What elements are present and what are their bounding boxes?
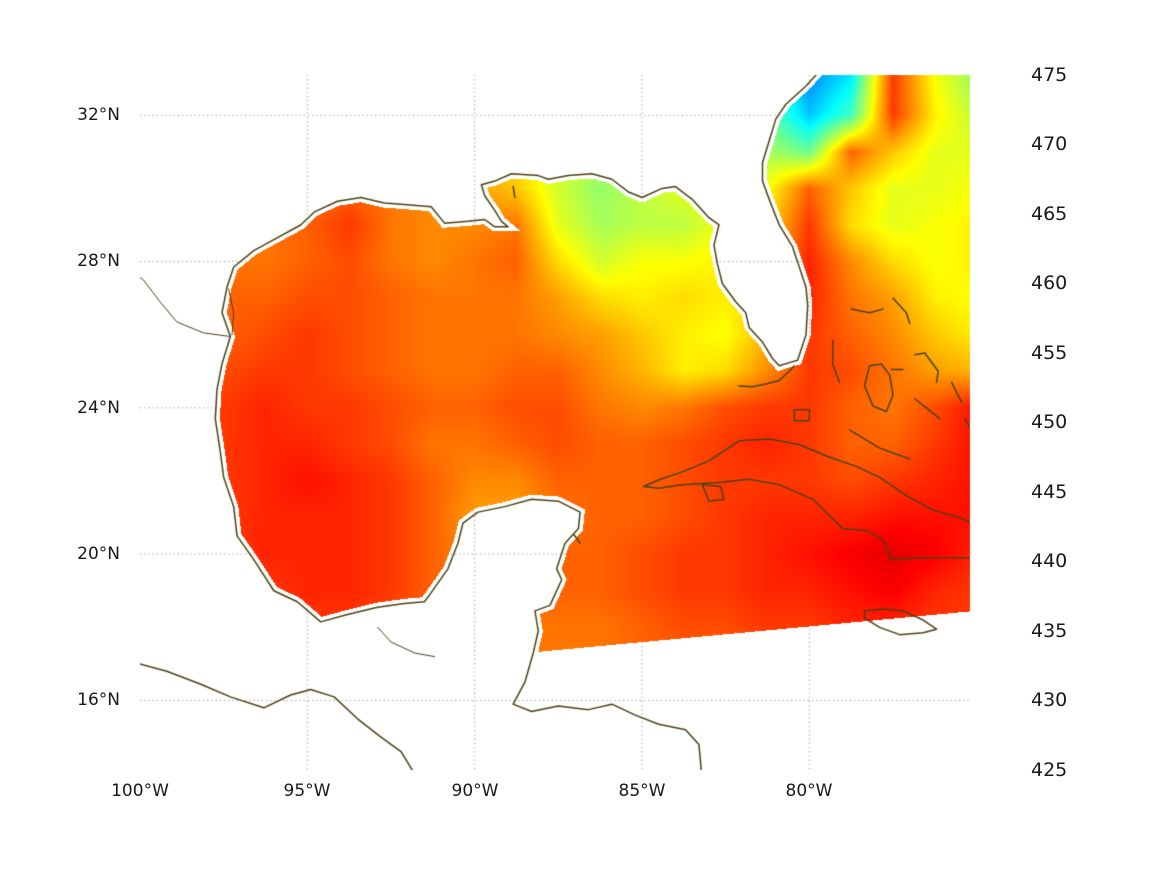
colorbar-tick-430: 430 bbox=[1031, 689, 1068, 711]
y-tick-label-16n: 16°N bbox=[77, 690, 120, 710]
x-tick-label-100w: 100°W bbox=[111, 781, 169, 801]
y-tick-label-20n: 20°N bbox=[77, 544, 120, 564]
colorbar-tick-455: 455 bbox=[1031, 342, 1068, 364]
colorbar-tick-435: 435 bbox=[1031, 620, 1068, 642]
y-tick-label-24n: 24°N bbox=[77, 398, 120, 418]
colorbar-tick-465: 465 bbox=[1031, 203, 1068, 225]
colorbar-tick-450: 450 bbox=[1031, 411, 1068, 433]
x-tick-label-90w: 90°W bbox=[451, 781, 499, 801]
x-tick-label-80w: 80°W bbox=[785, 781, 833, 801]
x-tick-label-85w: 85°W bbox=[618, 781, 666, 801]
colorbar-tick-460: 460 bbox=[1031, 272, 1068, 294]
colorbar-tick-440: 440 bbox=[1031, 550, 1068, 572]
colorbar-tick-475: 475 bbox=[1031, 64, 1068, 86]
y-tick-label-32n: 32°N bbox=[77, 105, 120, 125]
colorbar-tick-445: 445 bbox=[1031, 481, 1068, 503]
colorbar-tick-425: 425 bbox=[1031, 759, 1068, 781]
colorbar-tick-470: 470 bbox=[1031, 133, 1068, 155]
x-tick-label-95w: 95°W bbox=[283, 781, 331, 801]
y-tick-label-28n: 28°N bbox=[77, 251, 120, 271]
